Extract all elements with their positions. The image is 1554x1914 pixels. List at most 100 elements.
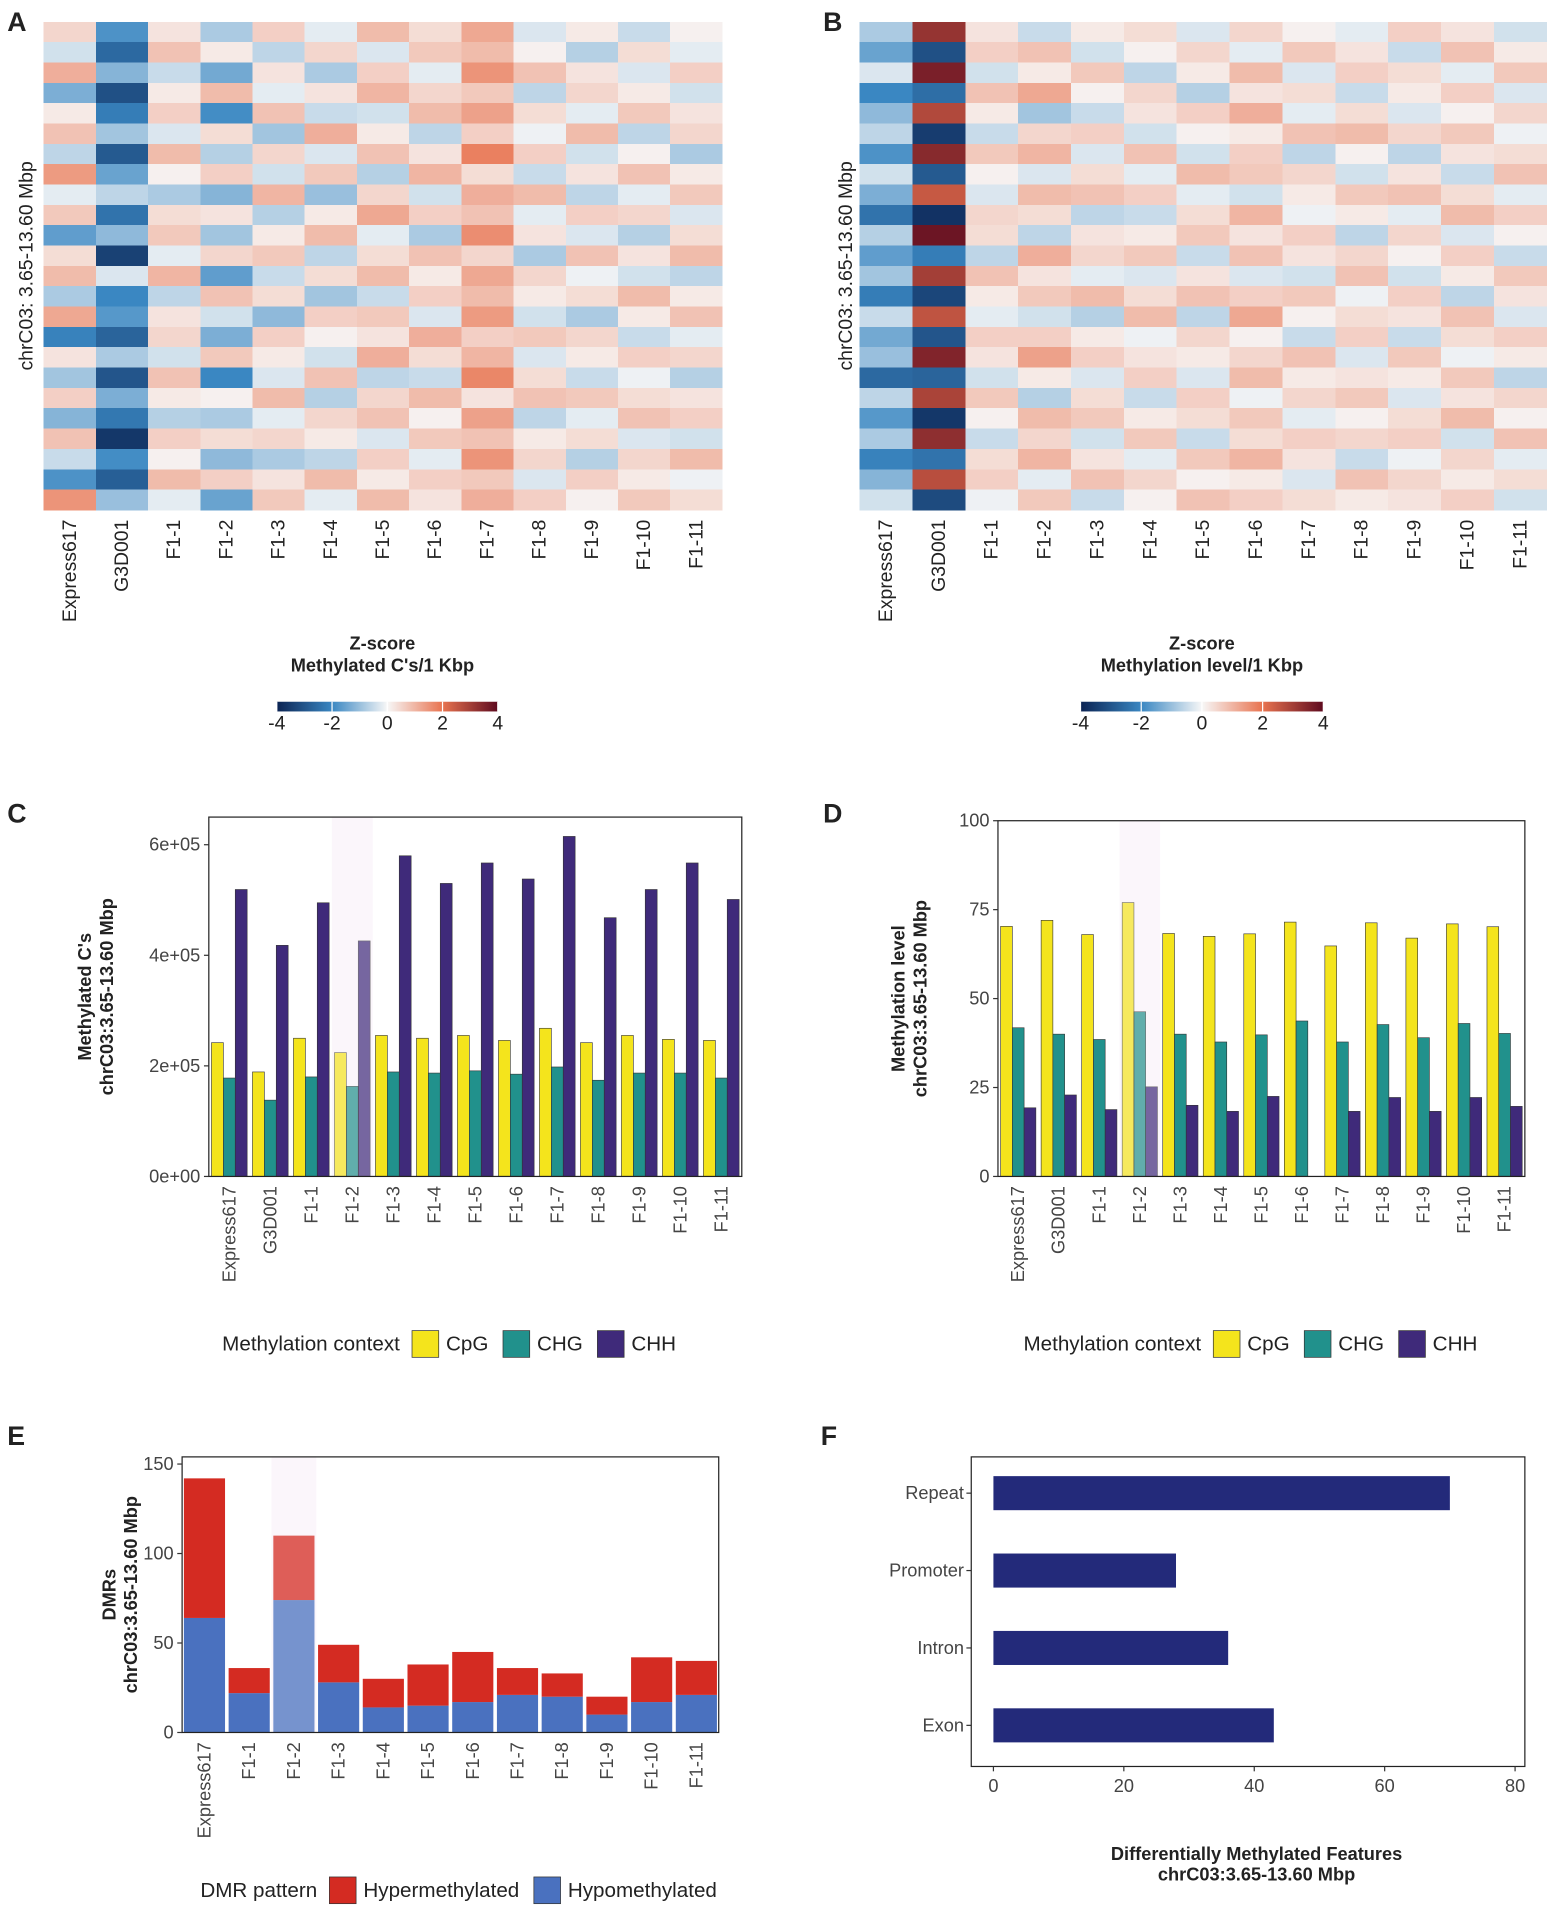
heatmap-cell xyxy=(304,62,358,84)
heatmap-cell xyxy=(304,21,358,43)
heatmap-cell xyxy=(148,82,201,104)
heatmap-cell xyxy=(513,103,567,124)
x-tick-label: F1-4 xyxy=(373,1742,393,1779)
heatmap-cell xyxy=(1388,265,1442,287)
y-tick-label: 4e+05 xyxy=(149,945,200,965)
bar xyxy=(1336,1041,1349,1177)
heatmap-cell xyxy=(617,489,671,511)
heatmap-cell xyxy=(148,469,201,490)
heatmap-cell xyxy=(513,225,567,246)
bar xyxy=(223,1077,236,1177)
bar-segment xyxy=(273,1600,315,1733)
heatmap-cell xyxy=(356,408,410,429)
heatmap-cell xyxy=(1229,326,1283,348)
heatmap-cell xyxy=(461,21,514,43)
heatmap-cell xyxy=(912,408,966,429)
heatmap-cell xyxy=(1070,469,1125,490)
heatmap-cell xyxy=(304,265,358,287)
heatmap-cell xyxy=(409,143,462,165)
heatmap-cell xyxy=(252,103,306,124)
heatmap-cell xyxy=(965,164,1019,185)
heatmap-cell xyxy=(304,387,358,409)
y-axis-label: chrC03: 3.65-13.60 Mbp xyxy=(835,161,857,370)
bar xyxy=(662,1039,675,1177)
x-tick-label: F1-11 xyxy=(686,1742,706,1788)
heatmap-cell xyxy=(43,184,97,206)
heatmap-cell xyxy=(200,103,253,124)
heatmap-cell xyxy=(670,103,723,124)
heatmap-cell xyxy=(461,123,514,145)
heatmap-cell xyxy=(252,306,306,328)
plot-frame xyxy=(970,1456,1526,1768)
heatmap-cell xyxy=(670,469,723,490)
panel-letter: E xyxy=(7,1421,25,1451)
heatmap-cell xyxy=(670,367,723,389)
heatmap-cell xyxy=(513,42,567,63)
heatmap-cell xyxy=(965,428,1019,450)
heatmap-cell xyxy=(1388,164,1442,185)
heatmap-cell xyxy=(461,489,514,511)
heatmap-cell xyxy=(617,62,671,84)
heatmap-cell xyxy=(356,469,410,490)
heatmap-cell xyxy=(1229,428,1283,450)
heatmap-cell xyxy=(1388,347,1442,368)
heatmap-cell xyxy=(617,387,671,409)
heatmap-cell xyxy=(409,164,462,185)
bar xyxy=(375,1035,388,1177)
heatmap-cell xyxy=(356,347,410,368)
heatmap-cell xyxy=(461,367,514,389)
heatmap-cell xyxy=(1123,326,1178,348)
legend-title: Methylation context xyxy=(222,1332,400,1355)
heatmap-cell xyxy=(1282,225,1336,246)
heatmap-cell xyxy=(1388,225,1442,246)
heatmap-cell xyxy=(1176,286,1230,307)
heatmap-cell xyxy=(461,164,514,185)
heatmap-cell xyxy=(912,184,966,206)
heatmap-cell xyxy=(912,387,966,409)
heatmap-cell xyxy=(1018,347,1072,368)
heatmap-cell xyxy=(1282,387,1336,409)
heatmap-cell xyxy=(965,387,1019,409)
heatmap-cell xyxy=(1176,103,1230,124)
heatmap-cell xyxy=(200,306,253,328)
heatmap-cell xyxy=(1229,367,1283,389)
heatmap-cell xyxy=(461,265,514,287)
x-tick-label: F1-11 xyxy=(1495,1186,1515,1232)
heatmap-cell xyxy=(617,103,671,124)
bar xyxy=(521,878,535,1177)
heatmap-cell xyxy=(565,21,619,43)
heatmap-cell xyxy=(513,347,567,368)
heatmap-cell xyxy=(1018,123,1072,145)
bar xyxy=(234,889,248,1177)
heatmap-cell xyxy=(1493,204,1548,226)
heatmap-cell xyxy=(252,367,306,389)
heatmap-cell xyxy=(1123,184,1178,206)
heatmap-cell xyxy=(461,326,514,348)
heatmap-cell xyxy=(95,103,149,124)
heatmap-cell xyxy=(43,387,97,409)
heatmap-cell xyxy=(617,164,671,185)
heatmap-cell xyxy=(1493,367,1548,389)
heatmap-cell xyxy=(1282,82,1336,104)
heatmap-cell xyxy=(965,326,1019,348)
heatmap-cell xyxy=(1123,265,1178,287)
heatmap-cell xyxy=(1388,123,1442,145)
legend-title: Z-score xyxy=(1169,633,1235,653)
legend-label: CpG xyxy=(446,1332,488,1355)
heatmap-cell xyxy=(513,204,567,226)
heatmap-cell xyxy=(1335,82,1389,104)
heatmap-cell xyxy=(1018,164,1072,185)
heatmap-cell xyxy=(252,326,306,348)
heatmap-cell xyxy=(1493,448,1548,470)
heatmap-cell xyxy=(1176,123,1230,145)
bar xyxy=(1052,1033,1065,1177)
bar xyxy=(1162,933,1175,1177)
x-tick-label: F1-6 xyxy=(463,1742,483,1779)
heatmap-cell xyxy=(356,387,410,409)
x-tick-label: F1-4 xyxy=(424,1186,444,1223)
heatmap-cell xyxy=(1070,367,1125,389)
heatmap-cell xyxy=(617,21,671,43)
heatmap-cell xyxy=(1229,265,1283,287)
heatmap-cell xyxy=(356,103,410,124)
bar xyxy=(1498,1033,1511,1177)
